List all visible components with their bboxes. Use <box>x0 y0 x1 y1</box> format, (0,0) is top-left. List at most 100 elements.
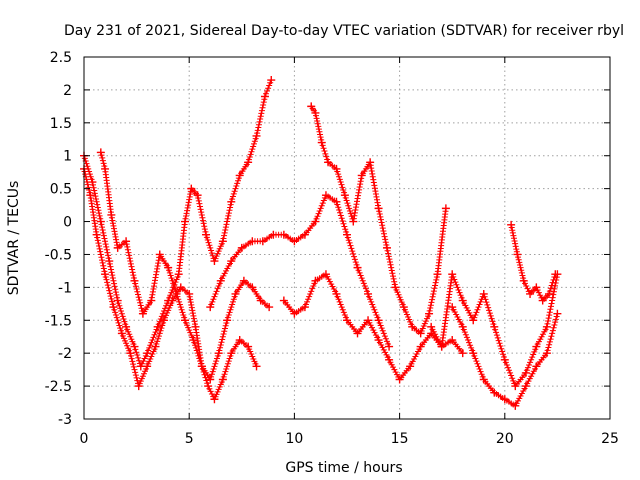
data-point <box>340 191 349 200</box>
data-point <box>244 158 253 167</box>
data-point <box>227 257 236 266</box>
data-point <box>406 362 415 371</box>
data-point <box>290 309 299 318</box>
data-point <box>185 289 194 298</box>
data-point <box>532 283 541 292</box>
data-point <box>96 148 105 157</box>
data-point <box>258 237 267 246</box>
data-point <box>311 276 320 285</box>
data-point <box>349 217 358 226</box>
data-point <box>500 395 509 404</box>
series-markers <box>81 79 274 370</box>
data-point <box>227 349 236 358</box>
series-markers <box>207 192 392 347</box>
y-tick-label: 2 <box>63 83 72 99</box>
data-point <box>191 322 200 331</box>
data-point <box>223 316 232 325</box>
data-point <box>206 303 215 312</box>
data-point <box>113 296 122 305</box>
ticks: 0 5 10 15 20 25 -3 -2.5 -2 -1.5 -1 -0.5 0 0.5 1 1.5 2 2.5 <box>45 50 619 447</box>
data-point <box>204 382 213 391</box>
series-7 <box>427 270 562 391</box>
series-markers <box>508 221 558 304</box>
data-point <box>374 204 383 213</box>
data-point <box>553 309 562 318</box>
y-tick-label: -1 <box>58 280 72 296</box>
data-point <box>174 270 183 279</box>
data-point <box>385 355 394 364</box>
data-point <box>290 237 299 246</box>
data-point <box>526 289 535 298</box>
data-point <box>433 270 442 279</box>
data-point <box>542 349 551 358</box>
data-point <box>357 171 366 180</box>
x-tick-label: 15 <box>391 431 409 447</box>
data-point <box>235 336 244 345</box>
data-point <box>538 296 547 305</box>
data-point <box>521 368 530 377</box>
data-point <box>180 217 189 226</box>
data-point <box>441 204 450 213</box>
data-point <box>374 336 383 345</box>
data-point <box>176 283 185 292</box>
data-point <box>279 230 288 239</box>
data-point <box>187 184 196 193</box>
data-point <box>311 108 320 117</box>
data-point <box>235 171 244 180</box>
data-point <box>479 289 488 298</box>
data-point <box>416 329 425 338</box>
data-point <box>109 303 118 312</box>
x-axis-label: GPS time / hours <box>285 460 402 476</box>
series-4 <box>206 191 394 351</box>
data-point <box>101 164 110 173</box>
data-point <box>237 243 246 252</box>
data-point <box>107 210 116 219</box>
data-point <box>513 250 522 259</box>
data-point <box>324 158 333 167</box>
y-tick-label: -0.5 <box>45 247 72 263</box>
data-point <box>244 342 253 351</box>
data-point <box>311 217 320 226</box>
data-point <box>267 76 276 85</box>
data-point <box>256 296 265 305</box>
data-point <box>151 342 160 351</box>
data-point <box>138 309 147 318</box>
data-point <box>353 329 362 338</box>
data-point <box>122 322 131 331</box>
data-point <box>385 342 394 351</box>
data-point <box>168 296 177 305</box>
y-tick-label: -2.5 <box>45 379 72 395</box>
data-point <box>86 191 95 200</box>
data-point <box>366 158 375 167</box>
data-point <box>248 237 257 246</box>
series-8 <box>448 303 562 410</box>
data-point <box>321 191 330 200</box>
series-trail <box>209 194 390 348</box>
data-point <box>147 296 156 305</box>
data-point <box>172 289 181 298</box>
y-axis-label: SDTVAR / TECUs <box>6 181 22 296</box>
data-point <box>458 322 467 331</box>
data-point <box>425 309 434 318</box>
data-point <box>427 322 436 331</box>
data-point <box>239 276 248 285</box>
data-point <box>143 349 152 358</box>
data-point <box>210 395 219 404</box>
data-point <box>519 276 528 285</box>
data-point <box>511 401 520 410</box>
y-tick-label: 1.5 <box>50 116 72 132</box>
y-tick-label: -1.5 <box>45 313 72 329</box>
data-point <box>382 243 391 252</box>
data-point <box>458 349 467 358</box>
y-tick-label: 0 <box>63 215 72 231</box>
data-point <box>542 322 551 331</box>
data-point <box>279 296 288 305</box>
x-tick-label: 10 <box>285 431 303 447</box>
data-point <box>448 270 457 279</box>
x-tick-label: 0 <box>80 431 89 447</box>
plot-frame <box>83 56 611 420</box>
data-point <box>332 289 341 298</box>
data-point <box>317 138 326 147</box>
y-tick-label: 2.5 <box>50 50 72 66</box>
